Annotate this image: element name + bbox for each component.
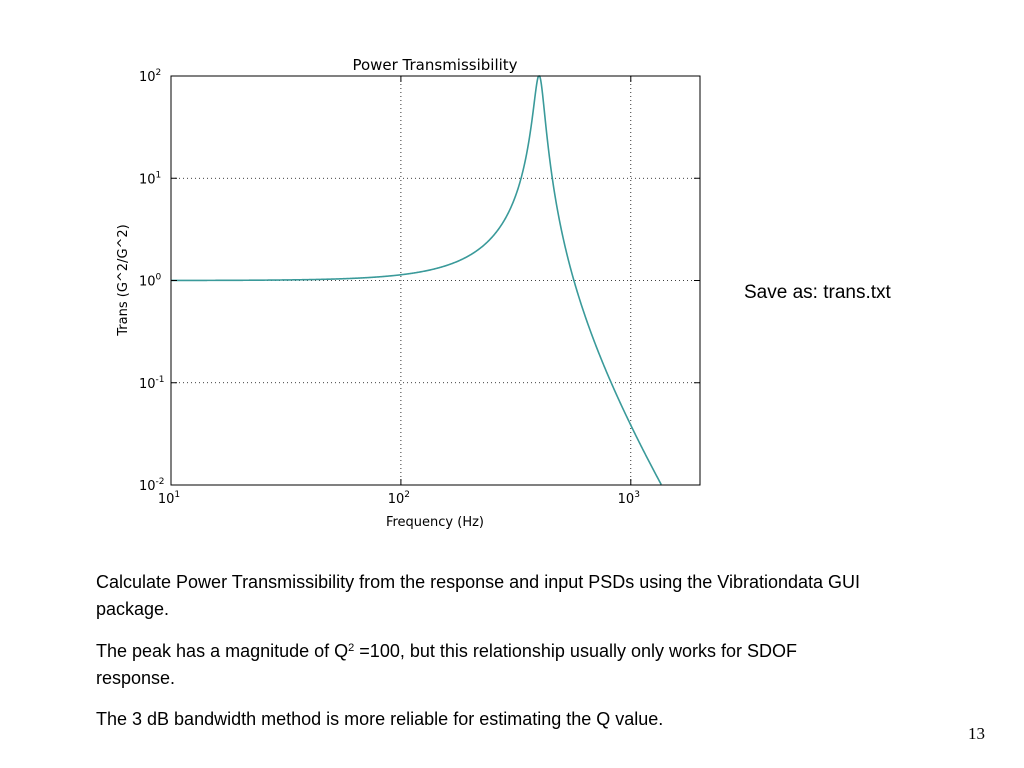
x-tick-label: 101 — [158, 490, 180, 507]
page-number: 13 — [968, 724, 985, 743]
save-as-note: Save as: trans.txt — [744, 282, 891, 303]
paragraph-bandwidth: The 3 dB bandwidth method is more reliab… — [96, 709, 664, 729]
y-tick-label: 10-1 — [139, 375, 165, 392]
y-axis-label: Trans (G^2/G^2) — [116, 224, 131, 336]
transmissibility-curve-layer — [171, 75, 662, 485]
x-tick-label: 102 — [388, 490, 410, 507]
paragraph-peak-text-a: The peak has a magnitude of Q — [96, 641, 349, 661]
x-tick-label: 103 — [618, 490, 640, 507]
paragraph-peak-text-b: =100, but this relationship usually only… — [96, 641, 798, 688]
chart-title: Power Transmissibility — [352, 56, 517, 74]
y-tick-label: 100 — [139, 273, 162, 290]
x-axis-label: Frequency (Hz) — [386, 515, 484, 530]
transmissibility-curve — [171, 75, 662, 485]
paragraph-calculate: Calculate Power Transmissibility from th… — [96, 572, 861, 619]
power-transmissibility-chart: Power Transmissibility Trans (G^2/G^2) F… — [116, 56, 701, 530]
superscript-2: 2 — [348, 642, 355, 654]
y-tick-label: 101 — [139, 170, 161, 187]
paragraph-peak-magnitude: The peak has a magnitude of Q2 =100, but… — [96, 638, 876, 692]
y-tick-label: 102 — [139, 68, 161, 85]
